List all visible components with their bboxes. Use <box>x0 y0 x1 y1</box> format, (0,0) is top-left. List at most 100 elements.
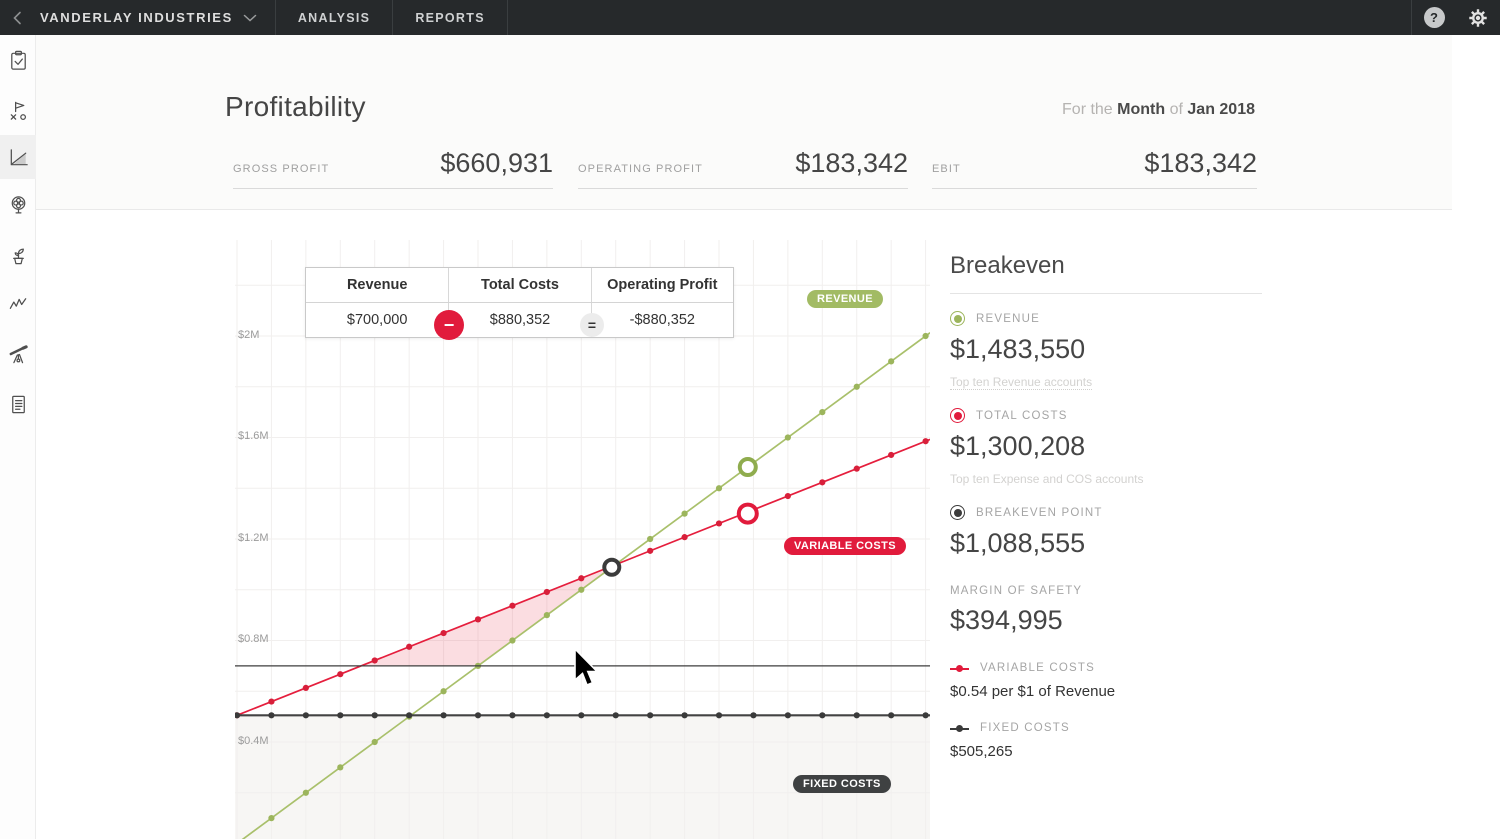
sidebar-item-profitability[interactable] <box>0 135 36 179</box>
tooltip-col-total-costs: Total Costs <box>448 268 590 302</box>
growth-plant-icon <box>12 248 24 264</box>
report-document-icon <box>11 395 25 413</box>
trendline-icon <box>9 297 26 309</box>
tool-sidebar <box>0 35 36 839</box>
fan-icon <box>11 195 25 214</box>
revenue-accounts-link[interactable]: Top ten Revenue accounts <box>950 375 1093 390</box>
expense-accounts-link[interactable]: Top ten Expense and COS accounts <box>950 472 1144 486</box>
panel-item-label: TOTAL COSTS <box>976 409 1068 422</box>
panel-item-value: $1,088,555 <box>950 528 1086 558</box>
checklist-icon <box>10 50 26 70</box>
sidebar-item-forecast[interactable] <box>0 329 36 379</box>
tooltip-operating-profit-value: -$880,352 <box>590 303 733 337</box>
fixed-costs-line-icon <box>950 724 969 732</box>
total-costs-dot-icon <box>950 408 965 423</box>
help-button[interactable]: ? <box>1412 0 1456 35</box>
kpi-gross-profit: GROSS PROFIT $660,931 <box>233 148 553 189</box>
top-navigation: VANDERLAY INDUSTRIES ANALYSIS REPORTS ? <box>0 0 1500 35</box>
panel-item-value: $505,265 <box>950 743 1013 760</box>
tooltip-total-costs-value: $880,352 <box>448 303 590 337</box>
panel-item-label: VARIABLE COSTS <box>980 662 1096 674</box>
revenue-series-badge: REVENUE <box>807 290 883 308</box>
settings-button[interactable] <box>1456 0 1500 35</box>
nav-divider <box>1411 0 1412 35</box>
period-value-dropdown[interactable]: Jan 2018 <box>1187 101 1255 118</box>
tab-analysis[interactable]: ANALYSIS <box>297 10 371 25</box>
nav-spacer <box>508 0 1411 35</box>
panel-item-revenue: REVENUE $1,483,550 Top ten Revenue accou… <box>950 311 1262 391</box>
panel-item-value: $394,995 <box>950 605 1063 635</box>
page-title: Profitability <box>225 91 366 122</box>
kpi-operating-profit: OPERATING PROFIT $183,342 <box>578 148 908 189</box>
tooltip-value-row: $700,000 $880,352 -$880,352 <box>306 303 733 337</box>
sidebar-item-goalseek[interactable] <box>0 85 36 135</box>
panel-item-value: $1,483,550 <box>950 334 1086 364</box>
chevron-left-icon <box>13 11 21 24</box>
tooltip-header-row: Revenue Total Costs Operating Profit <box>306 268 733 303</box>
variable-costs-line-icon <box>950 664 969 672</box>
tooltip-revenue-value: $700,000 <box>346 312 408 328</box>
kpi-label: OPERATING PROFIT <box>578 163 703 175</box>
nav-divider <box>506 0 508 35</box>
revenue-dot-icon <box>950 311 965 326</box>
minus-operator-icon: − <box>434 310 464 340</box>
panel-item-fixed-costs: FIXED COSTS $505,265 <box>950 722 1262 760</box>
kpi-ebit: EBIT $183,342 <box>932 148 1257 189</box>
y-axis-tick: $1.2M <box>238 532 269 544</box>
nav-divider <box>274 0 276 35</box>
kpi-value: $660,931 <box>440 148 553 178</box>
back-button[interactable] <box>0 0 34 35</box>
kpi-value: $183,342 <box>795 148 908 178</box>
period-granularity-dropdown[interactable]: Month <box>1117 101 1166 118</box>
breakeven-dot-icon <box>950 505 965 520</box>
equals-operator-icon: = <box>580 313 604 337</box>
variable-costs-series-badge: VARIABLE COSTS <box>784 537 906 555</box>
panel-item-breakeven-point: BREAKEVEN POINT $1,088,555 <box>950 505 1262 559</box>
kpi-row: GROSS PROFIT $660,931 OPERATING PROFIT $… <box>233 148 1293 189</box>
kpi-label: EBIT <box>932 163 961 175</box>
panel-item-value: $0.54 per $1 of Revenue <box>950 683 1116 700</box>
fixed-costs-series-badge: FIXED COSTS <box>793 775 891 793</box>
breakeven-chart[interactable]: $2M $1.6M $1.2M $0.8M $0.4M REVENUE VARI… <box>235 240 930 839</box>
y-axis-tick: $1.6M <box>238 430 269 442</box>
help-icon: ? <box>1423 7 1445 28</box>
chart-hover-tooltip: Revenue Total Costs Operating Profit $70… <box>305 267 734 340</box>
tooltip-col-revenue: Revenue <box>346 277 408 293</box>
chart-canvas[interactable] <box>235 240 930 839</box>
breakeven-panel: Breakeven REVENUE $1,483,550 Top ten Rev… <box>950 252 1262 760</box>
sidebar-item-reports[interactable] <box>0 379 36 429</box>
panel-item-total-costs: TOTAL COSTS $1,300,208 Top ten Expense a… <box>950 408 1262 488</box>
panel-title: Breakeven <box>950 252 1262 294</box>
gear-icon <box>1469 8 1487 27</box>
sidebar-item-trends[interactable] <box>0 279 36 329</box>
kpi-value: $183,342 <box>1144 148 1257 178</box>
panel-item-label: MARGIN OF SAFETY <box>950 585 1083 597</box>
company-switcher[interactable]: VANDERLAY INDUSTRIES <box>34 0 275 35</box>
period-prefix: For the <box>1062 101 1113 118</box>
telescope-icon <box>9 344 28 363</box>
company-name: VANDERLAY INDUSTRIES <box>40 10 233 25</box>
page-header: Profitability For the Month of Jan 2018 … <box>36 35 1452 210</box>
nav-divider <box>392 0 394 35</box>
panel-item-value: $1,300,208 <box>950 431 1086 461</box>
panel-item-label: FIXED COSTS <box>980 722 1070 734</box>
period-connector: of <box>1169 101 1183 118</box>
sidebar-item-growth[interactable] <box>0 229 36 279</box>
y-axis-tick: $0.8M <box>238 633 269 645</box>
y-axis-tick: $2M <box>238 329 260 341</box>
panel-item-margin-of-safety: MARGIN OF SAFETY $394,995 <box>950 585 1262 636</box>
breakeven-chart-icon <box>10 148 28 165</box>
kpi-label: GROSS PROFIT <box>233 163 330 175</box>
tab-reports[interactable]: REPORTS <box>415 10 485 25</box>
panel-item-label: REVENUE <box>976 312 1040 325</box>
period-selector: For the Month of Jan 2018 <box>1062 101 1255 119</box>
y-axis-tick: $0.4M <box>238 735 269 747</box>
goalseek-flag-icon <box>10 101 26 120</box>
panel-item-label: BREAKEVEN POINT <box>976 506 1103 519</box>
tooltip-col-operating-profit: Operating Profit <box>590 268 733 302</box>
panel-item-variable-costs: VARIABLE COSTS $0.54 per $1 of Revenue <box>950 662 1262 700</box>
sidebar-item-kpi-results[interactable] <box>0 35 36 85</box>
chevron-down-icon <box>243 14 257 22</box>
sidebar-item-cash-flow[interactable] <box>0 179 36 229</box>
